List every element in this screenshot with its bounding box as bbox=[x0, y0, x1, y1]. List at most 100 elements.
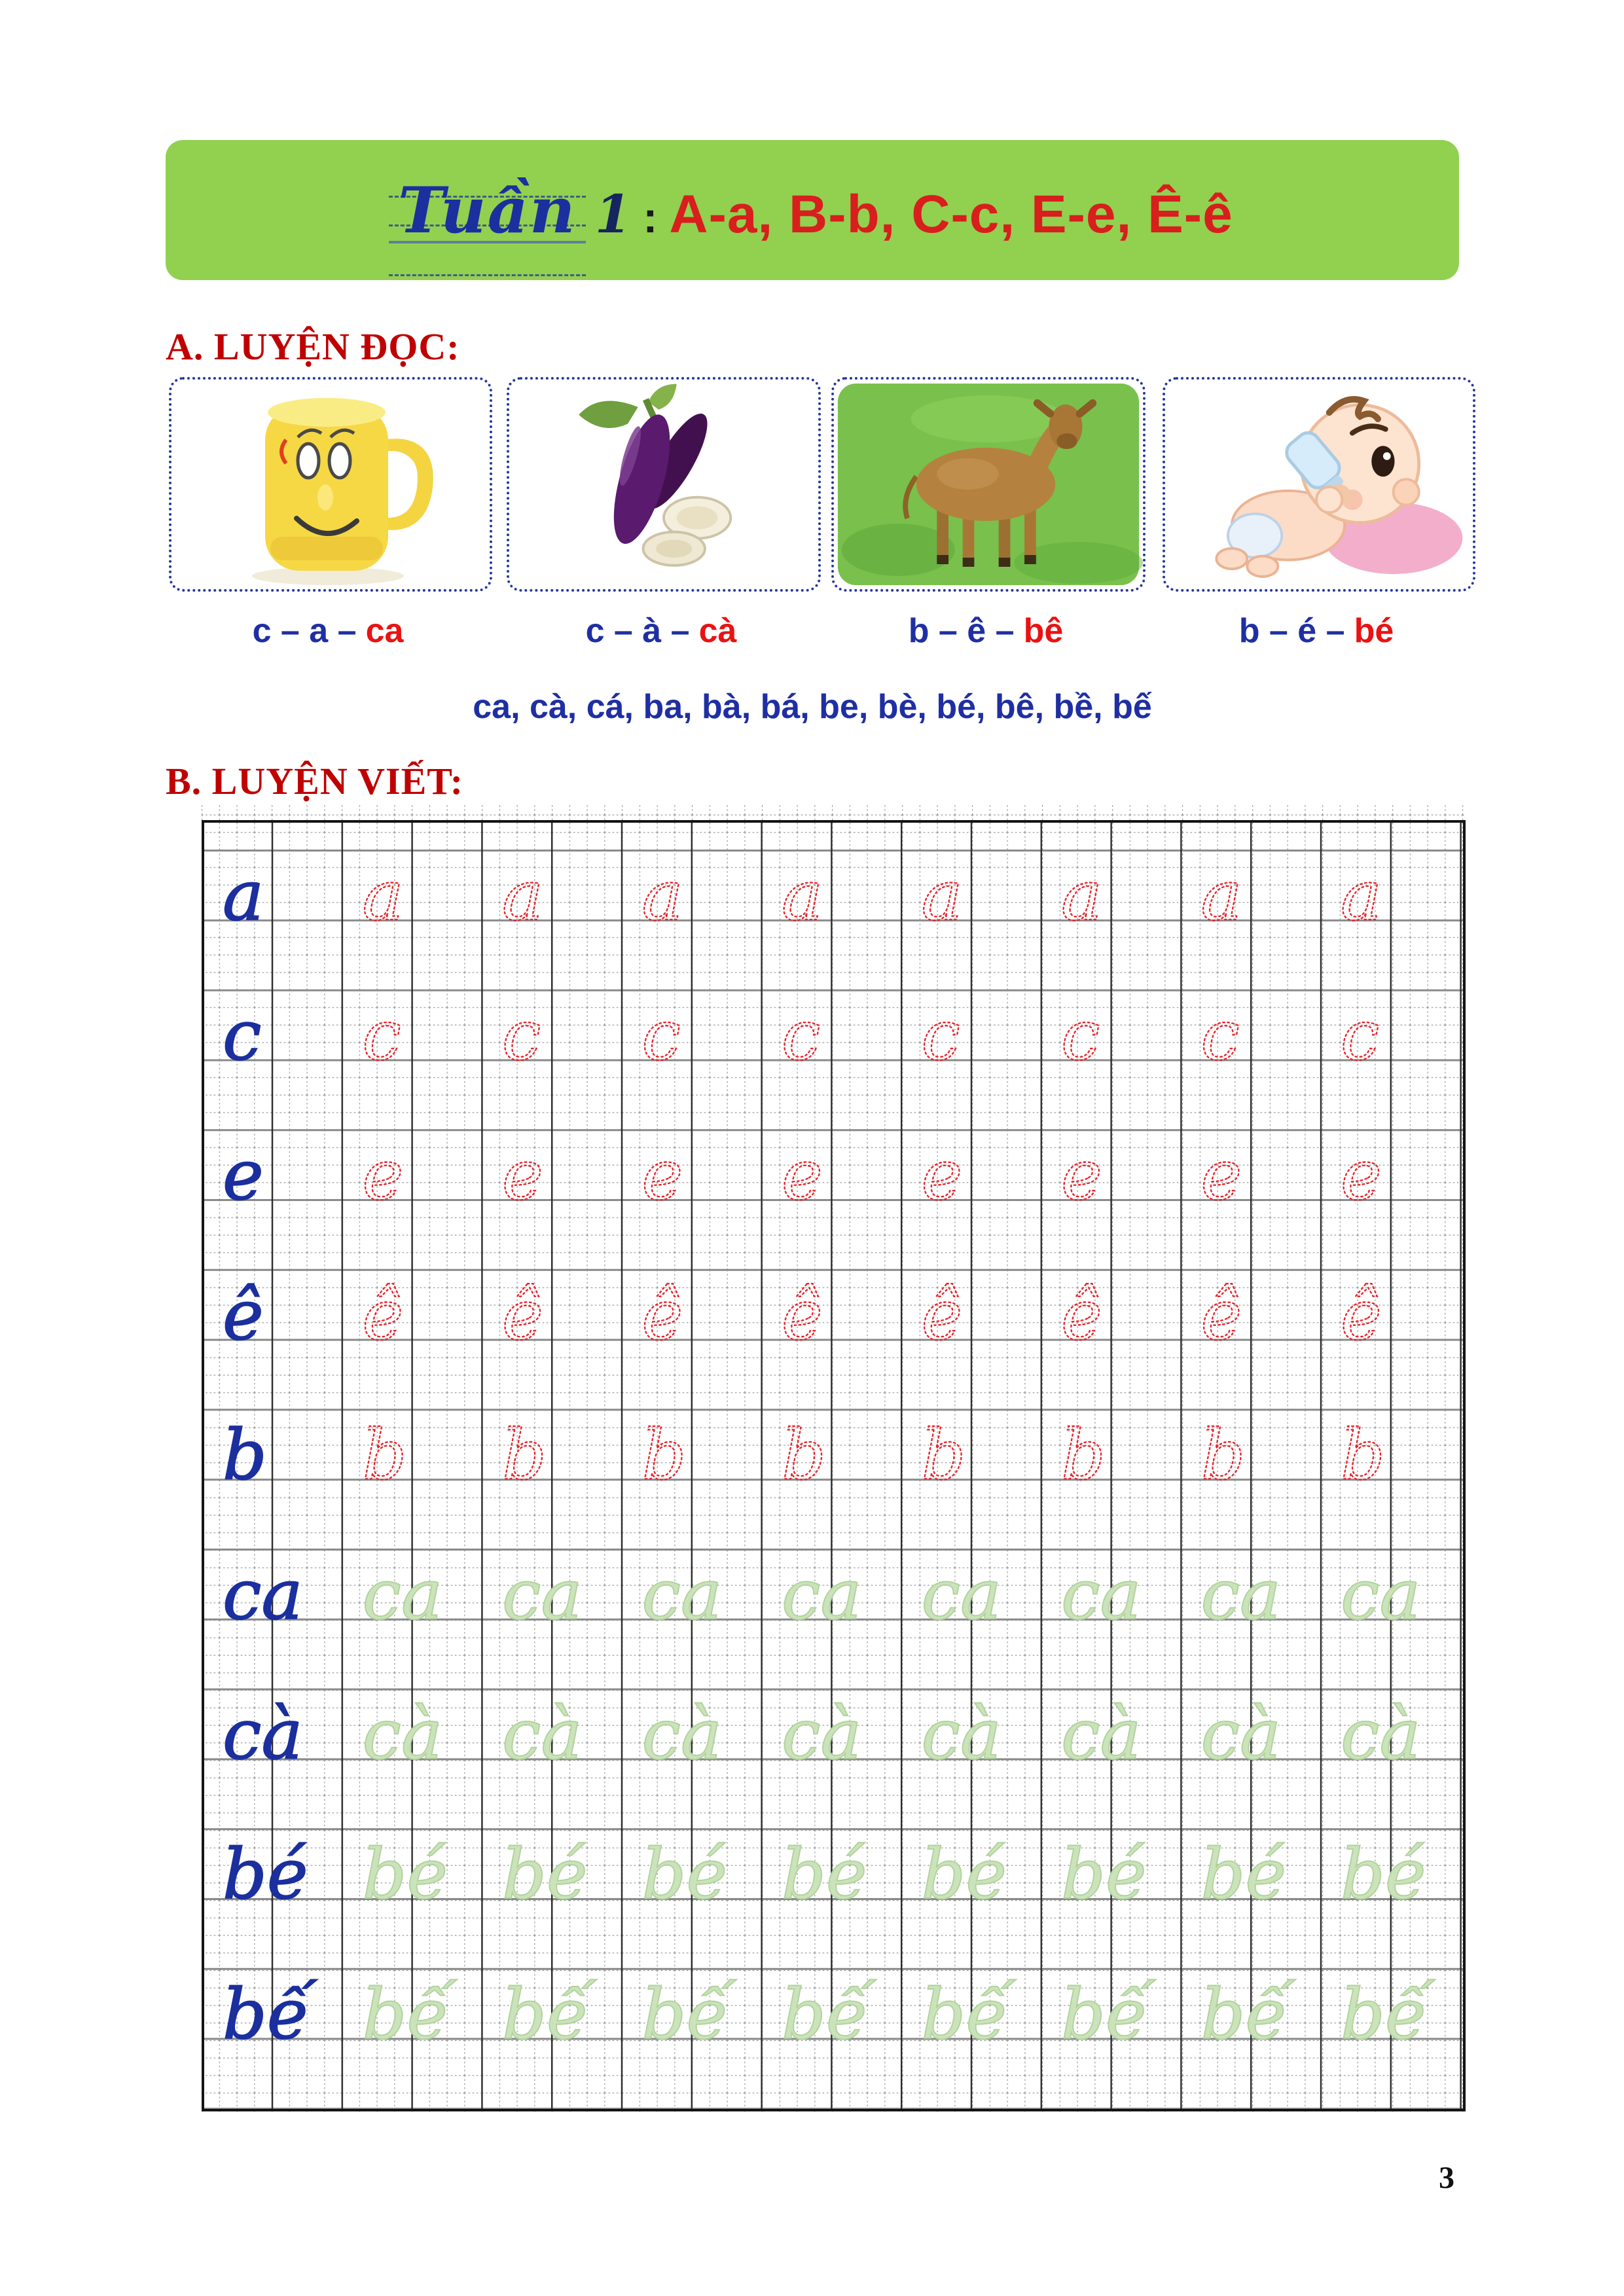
calf-illustration bbox=[837, 384, 1143, 585]
trace-letter: bé bbox=[363, 1834, 448, 1914]
trace-letter: b bbox=[502, 1414, 547, 1495]
syllable-line: ca, cà, cá, ba, bà, bá, be, bè, bé, bê, … bbox=[473, 688, 1152, 726]
trace-letter: a bbox=[782, 855, 823, 936]
model-letter: bé bbox=[223, 1834, 308, 1914]
spelling-result: bé bbox=[1354, 612, 1394, 650]
trace-letter: bế bbox=[642, 1974, 737, 2054]
spelling-line: c – a – ca bbox=[169, 606, 487, 656]
spelling-result: bê bbox=[1023, 612, 1064, 650]
spelling-line: b – ê – bê bbox=[831, 606, 1140, 656]
model-letter: cà bbox=[223, 1695, 303, 1775]
trace-letter: ê bbox=[922, 1275, 963, 1355]
model-letter: ê bbox=[223, 1275, 264, 1355]
writing-baseline bbox=[389, 240, 586, 243]
trace-letter: ê bbox=[782, 1275, 823, 1355]
trace-letter: bế bbox=[1201, 1974, 1296, 2054]
trace-letter: bé bbox=[1201, 1834, 1287, 1914]
trace-letter: e bbox=[502, 1135, 543, 1215]
page-number: 3 bbox=[1439, 2161, 1454, 2195]
writing-section-title: B. LUYỆN VIẾT: bbox=[166, 760, 464, 802]
grid-border bbox=[202, 820, 1466, 2111]
reading-card-mug bbox=[169, 377, 492, 592]
trace-letter: a bbox=[1341, 855, 1382, 936]
trace-letter: bé bbox=[782, 1834, 867, 1914]
week-banner: Tuần 1 : A-a, B-b, C-c, E-e, Ê-ê bbox=[166, 140, 1459, 280]
trace-letter: b bbox=[1341, 1414, 1385, 1495]
eggplants-illustration bbox=[579, 384, 732, 567]
reading-card-baby bbox=[1163, 377, 1475, 592]
trace-letter: ê bbox=[1061, 1275, 1102, 1355]
trace-letter: cà bbox=[642, 1695, 723, 1775]
trace-letter: a bbox=[1201, 855, 1242, 936]
trace-letter: a bbox=[922, 855, 963, 936]
trace-letter: cà bbox=[1061, 1695, 1142, 1775]
trace-letter: b bbox=[1061, 1414, 1106, 1495]
model-letter: ca bbox=[223, 1554, 303, 1635]
trace-letter: a bbox=[363, 855, 404, 936]
writing-guide-line bbox=[389, 274, 586, 276]
trace-letter: ca bbox=[642, 1554, 723, 1635]
trace-letter: a bbox=[642, 855, 683, 936]
trace-letter: cà bbox=[922, 1695, 1002, 1775]
trace-letter: cà bbox=[1201, 1695, 1282, 1775]
trace-letter: bế bbox=[782, 1974, 876, 2054]
writing-guide-line bbox=[389, 195, 586, 198]
trace-letter: ca bbox=[1341, 1554, 1421, 1635]
trace-letter: e bbox=[922, 1135, 963, 1215]
model-letter: e bbox=[223, 1135, 264, 1215]
trace-letter: c bbox=[642, 996, 681, 1076]
trace-letter: b bbox=[922, 1414, 966, 1495]
trace-letter: bế bbox=[363, 1974, 458, 2054]
trace-letter: ca bbox=[782, 1554, 862, 1635]
trace-letter: e bbox=[782, 1135, 823, 1215]
week-number: 1 bbox=[594, 183, 632, 245]
trace-letter: ca bbox=[1061, 1554, 1142, 1635]
trace-letter: e bbox=[1341, 1135, 1382, 1215]
spelling-prefix: c – à – bbox=[585, 612, 690, 650]
trace-letter: cà bbox=[1341, 1695, 1421, 1775]
spelling-prefix: b – é – bbox=[1238, 612, 1345, 650]
trace-letter: e bbox=[1061, 1135, 1102, 1215]
trace-letter: cà bbox=[363, 1695, 443, 1775]
trace-letter: b bbox=[1201, 1414, 1246, 1495]
reading-section-title: A. LUYỆN ĐỌC: bbox=[166, 325, 460, 368]
trace-letter: c bbox=[363, 996, 401, 1076]
trace-letter: c bbox=[502, 996, 541, 1076]
trace-letter: bế bbox=[922, 1974, 1017, 2054]
trace-letter: cà bbox=[782, 1695, 862, 1775]
trace-letter: ê bbox=[1341, 1275, 1382, 1355]
spelling-prefix: b – ê – bbox=[908, 612, 1015, 650]
banner-letters-list: A-a, B-b, C-c, E-e, Ê-ê bbox=[669, 184, 1233, 244]
trace-letter: ca bbox=[502, 1554, 583, 1635]
grid-bold-lines bbox=[202, 821, 1466, 2111]
model-letter: bế bbox=[223, 1974, 317, 2054]
spelling-prefix: c – a – bbox=[252, 612, 357, 650]
trace-letter: bé bbox=[1061, 1834, 1147, 1914]
reading-card-calf bbox=[831, 377, 1146, 592]
writing-grid: a a a a a a a a ac c c c c c c c ce e e e e e e e eê ê ê ê ê ê ê ê êb b b b… bbox=[202, 804, 1466, 2113]
trace-letter-rows: a a a a a a a a ac c c c c c c c ce e e e e e e e eê ê ê ê ê ê ê ê êb b b b… bbox=[222, 855, 1436, 2055]
trace-letter: e bbox=[363, 1135, 404, 1215]
trace-letter: ê bbox=[1201, 1275, 1242, 1355]
reading-card-eggplant bbox=[507, 377, 821, 592]
spelling-line: b – é – bé bbox=[1163, 606, 1470, 656]
trace-letter: cà bbox=[502, 1695, 583, 1775]
trace-letter: c bbox=[1061, 996, 1100, 1076]
trace-letter: e bbox=[642, 1135, 683, 1215]
trace-letter: bé bbox=[922, 1834, 1007, 1914]
week-label: Tuần bbox=[398, 173, 577, 247]
trace-letter: a bbox=[502, 855, 543, 936]
trace-letter: c bbox=[782, 996, 820, 1076]
trace-letter: b bbox=[642, 1414, 687, 1495]
trace-letter: bế bbox=[502, 1974, 597, 2054]
trace-letter: c bbox=[922, 996, 960, 1076]
trace-letter: bế bbox=[1061, 1974, 1156, 2054]
trace-letter: bế bbox=[1341, 1974, 1435, 2054]
model-letter: b bbox=[223, 1414, 267, 1495]
trace-letter: bé bbox=[642, 1834, 728, 1914]
model-letter: c bbox=[223, 996, 261, 1076]
trace-letter: ê bbox=[363, 1275, 404, 1355]
week-label-wrap: Tuần bbox=[389, 173, 586, 276]
